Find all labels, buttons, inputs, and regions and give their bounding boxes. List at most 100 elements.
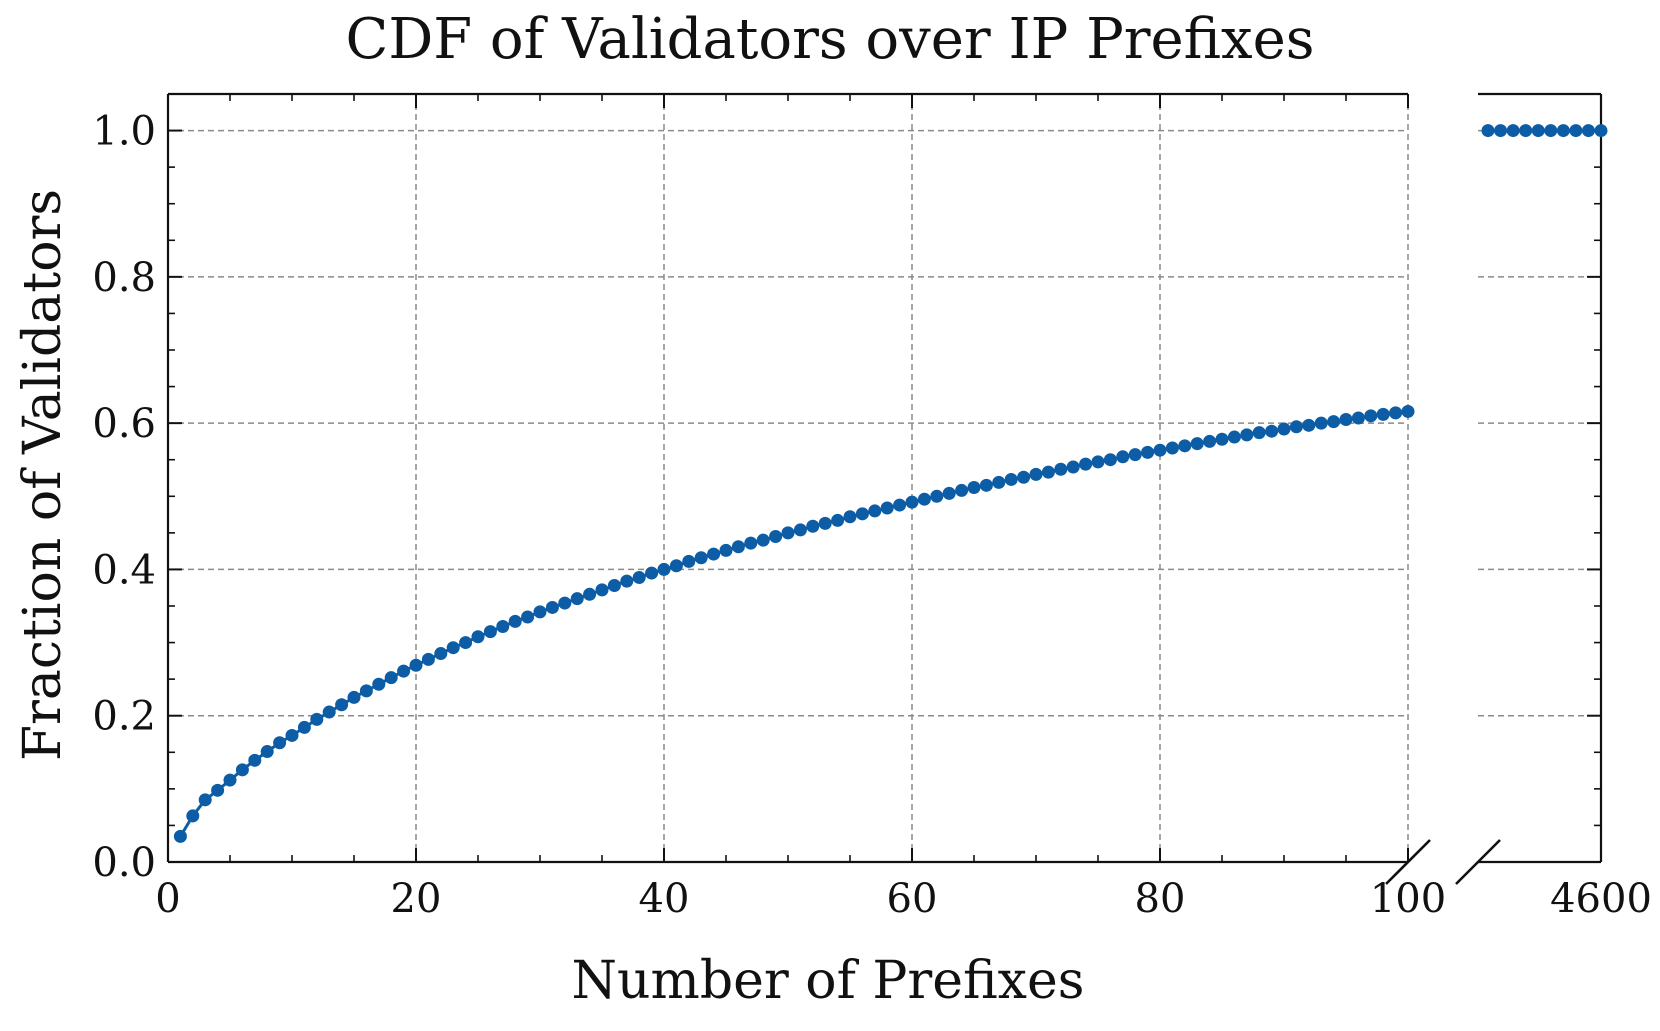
series-point <box>533 605 547 619</box>
series-point <box>967 481 981 495</box>
series-point <box>260 745 274 759</box>
series-point <box>1389 406 1403 420</box>
series-line <box>179 409 1409 838</box>
series-point <box>1401 404 1415 418</box>
series-point <box>1240 428 1254 442</box>
y-tick-label: 0.6 <box>92 401 156 447</box>
series-point-right <box>1594 124 1608 138</box>
series-point <box>1017 470 1031 484</box>
x-tick-label: 0 <box>155 876 180 922</box>
series-point <box>657 562 671 576</box>
series-point <box>1265 424 1279 438</box>
series-point <box>669 559 683 573</box>
series-point <box>1376 407 1390 421</box>
series-point <box>1289 420 1303 434</box>
series-point <box>1029 467 1043 481</box>
left-plot-panel: 0.0 0.2 0.4 0.6 0.8 1.0 0 20 40 60 80 100 <box>92 92 1446 922</box>
series-point <box>421 652 435 666</box>
series-point <box>793 523 807 537</box>
x-tick-label: 100 <box>1370 876 1446 922</box>
series-point <box>508 614 522 628</box>
series-point <box>843 510 857 524</box>
series-point <box>917 492 931 506</box>
series-point <box>1116 450 1130 464</box>
series-point <box>979 478 993 492</box>
y-tick-label: 0.0 <box>92 840 156 886</box>
series-point <box>285 728 299 742</box>
series-point-right <box>1531 124 1545 138</box>
series-point <box>558 596 572 610</box>
series-point <box>310 712 324 726</box>
series-point <box>818 516 832 530</box>
series-point <box>1153 443 1167 457</box>
series-point <box>620 574 634 588</box>
series-point <box>471 630 485 644</box>
series-point <box>1314 416 1328 430</box>
series-point-right <box>1519 124 1533 138</box>
series-point <box>297 720 311 734</box>
break-mark-left <box>1385 839 1431 885</box>
x-tick-label-right: 4600 <box>1550 876 1652 922</box>
series-point <box>186 809 200 823</box>
y-tick-label: 0.4 <box>92 547 156 593</box>
y-tick-label: 0.8 <box>92 255 156 301</box>
series-point <box>322 705 336 719</box>
series-point <box>446 641 460 655</box>
series-point <box>1141 445 1155 459</box>
series-point <box>1351 411 1365 425</box>
series-point <box>384 671 398 685</box>
right-plot-panel: 4600 <box>1478 92 1652 922</box>
series-point <box>1054 462 1068 476</box>
series-point <box>781 526 795 540</box>
series-point <box>434 647 448 661</box>
series-point <box>273 736 287 750</box>
series-point <box>719 543 733 557</box>
series-point <box>731 540 745 554</box>
y-tick-label: 1.0 <box>92 109 156 155</box>
series-point <box>583 587 597 601</box>
series-point <box>198 793 212 807</box>
series-point <box>211 783 225 797</box>
series-point <box>1190 437 1204 451</box>
series-point <box>1128 448 1142 462</box>
series-point-right <box>1544 124 1558 138</box>
series-point <box>607 579 621 593</box>
series-point <box>409 658 423 672</box>
series-point <box>855 507 869 521</box>
series-point <box>769 530 783 544</box>
series-point <box>955 483 969 497</box>
series-point-right <box>1481 124 1495 138</box>
series-point <box>335 698 349 712</box>
x-tick-label: 80 <box>1135 876 1186 922</box>
series-point-right <box>1581 124 1595 138</box>
series-point <box>173 829 187 843</box>
break-mark-right <box>1455 839 1501 885</box>
series-point <box>1252 426 1266 440</box>
series-point <box>1203 434 1217 448</box>
series-point <box>632 570 646 584</box>
series-point <box>868 504 882 518</box>
series-point <box>1277 422 1291 436</box>
series-point <box>682 554 696 568</box>
chart-title: CDF of Validators over IP Prefixes <box>346 7 1315 72</box>
series-point <box>1215 432 1229 446</box>
series-point <box>942 486 956 500</box>
series-point <box>1004 472 1018 486</box>
series-point <box>756 533 770 547</box>
series-point <box>1339 412 1353 426</box>
series-point <box>1165 441 1179 455</box>
series-point <box>1327 415 1341 429</box>
series-point <box>1091 455 1105 469</box>
axis-break-marks <box>1385 839 1501 885</box>
series-point <box>248 753 262 767</box>
series-point-right <box>1494 124 1508 138</box>
y-axis-label: Fraction of Validators <box>13 189 73 761</box>
series-point <box>1041 465 1055 479</box>
series-point <box>1364 409 1378 423</box>
series-point <box>1066 460 1080 474</box>
series-point <box>1178 439 1192 453</box>
series-point <box>905 495 919 509</box>
series-point <box>893 498 907 512</box>
